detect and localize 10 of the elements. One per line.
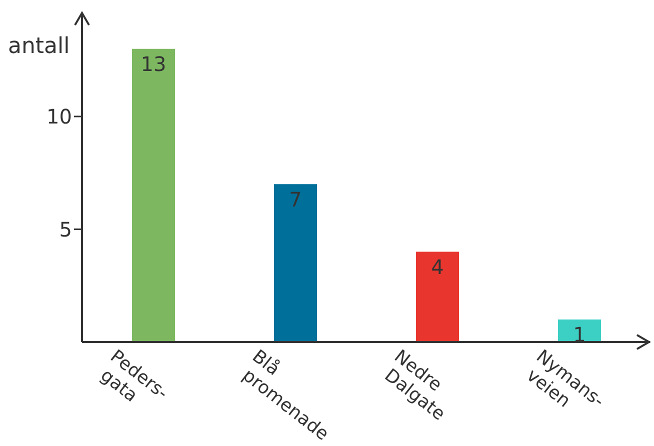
- bar: [132, 48, 175, 342]
- bar: [558, 319, 601, 342]
- data-label: 4: [431, 254, 444, 279]
- data-label: 13: [140, 52, 166, 76]
- bar: [416, 252, 459, 342]
- bar: [274, 184, 317, 342]
- y-tick-label: 10: [46, 104, 72, 129]
- data-label: 7: [289, 187, 302, 212]
- y-axis-title: antall: [8, 34, 70, 59]
- y-tick-label: 5: [59, 217, 72, 242]
